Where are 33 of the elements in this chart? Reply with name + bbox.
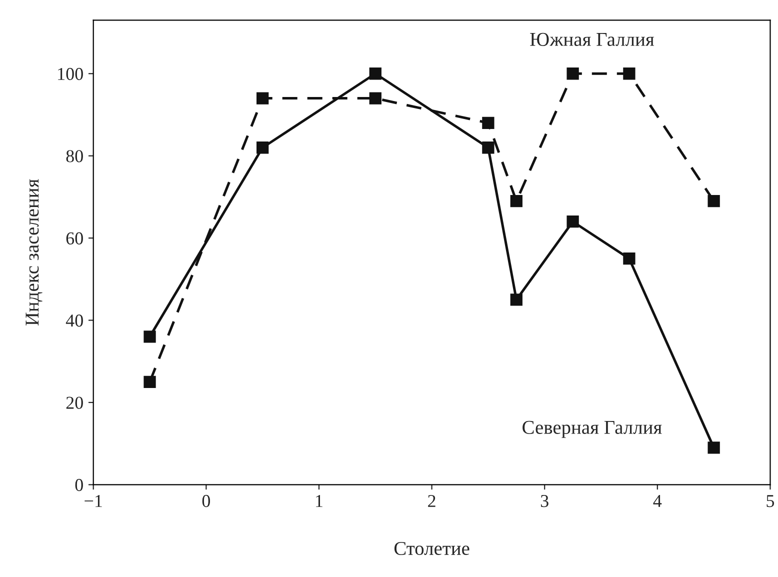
point	[510, 194, 522, 208]
point	[623, 252, 636, 265]
point	[369, 68, 382, 80]
x-tick-label: −1	[84, 495, 102, 507]
point	[256, 92, 269, 104]
point	[708, 442, 720, 454]
point	[144, 330, 156, 343]
series-label: Южная Галлия	[530, 32, 654, 46]
point	[566, 68, 579, 80]
x-tick-label: 2	[428, 494, 436, 507]
y-tick-label: 0	[75, 478, 83, 492]
point	[566, 216, 579, 228]
x-tick-label: 1	[316, 495, 322, 507]
y-tick-label: 80	[66, 150, 83, 162]
point	[510, 294, 522, 306]
x-tick-label: 3	[540, 494, 548, 508]
x-axis-title: Столетие	[394, 542, 470, 556]
point	[482, 116, 494, 130]
series-label: Северная Галлия	[522, 420, 662, 438]
point	[144, 376, 156, 388]
point	[623, 68, 636, 80]
x-tick-label: 4	[653, 495, 662, 507]
point	[708, 194, 720, 208]
y-tick-label: 20	[66, 396, 83, 409]
y-tick-label: 60	[66, 232, 83, 244]
point	[369, 92, 382, 104]
point	[256, 142, 269, 154]
x-tick-label: 0	[202, 494, 210, 508]
x-tick-label: 5	[766, 495, 774, 508]
y-axis-title: Индекс заселения	[26, 179, 42, 326]
point	[482, 142, 494, 154]
y-tick-label: 40	[66, 314, 83, 327]
y-tick-label: 100	[58, 68, 83, 80]
